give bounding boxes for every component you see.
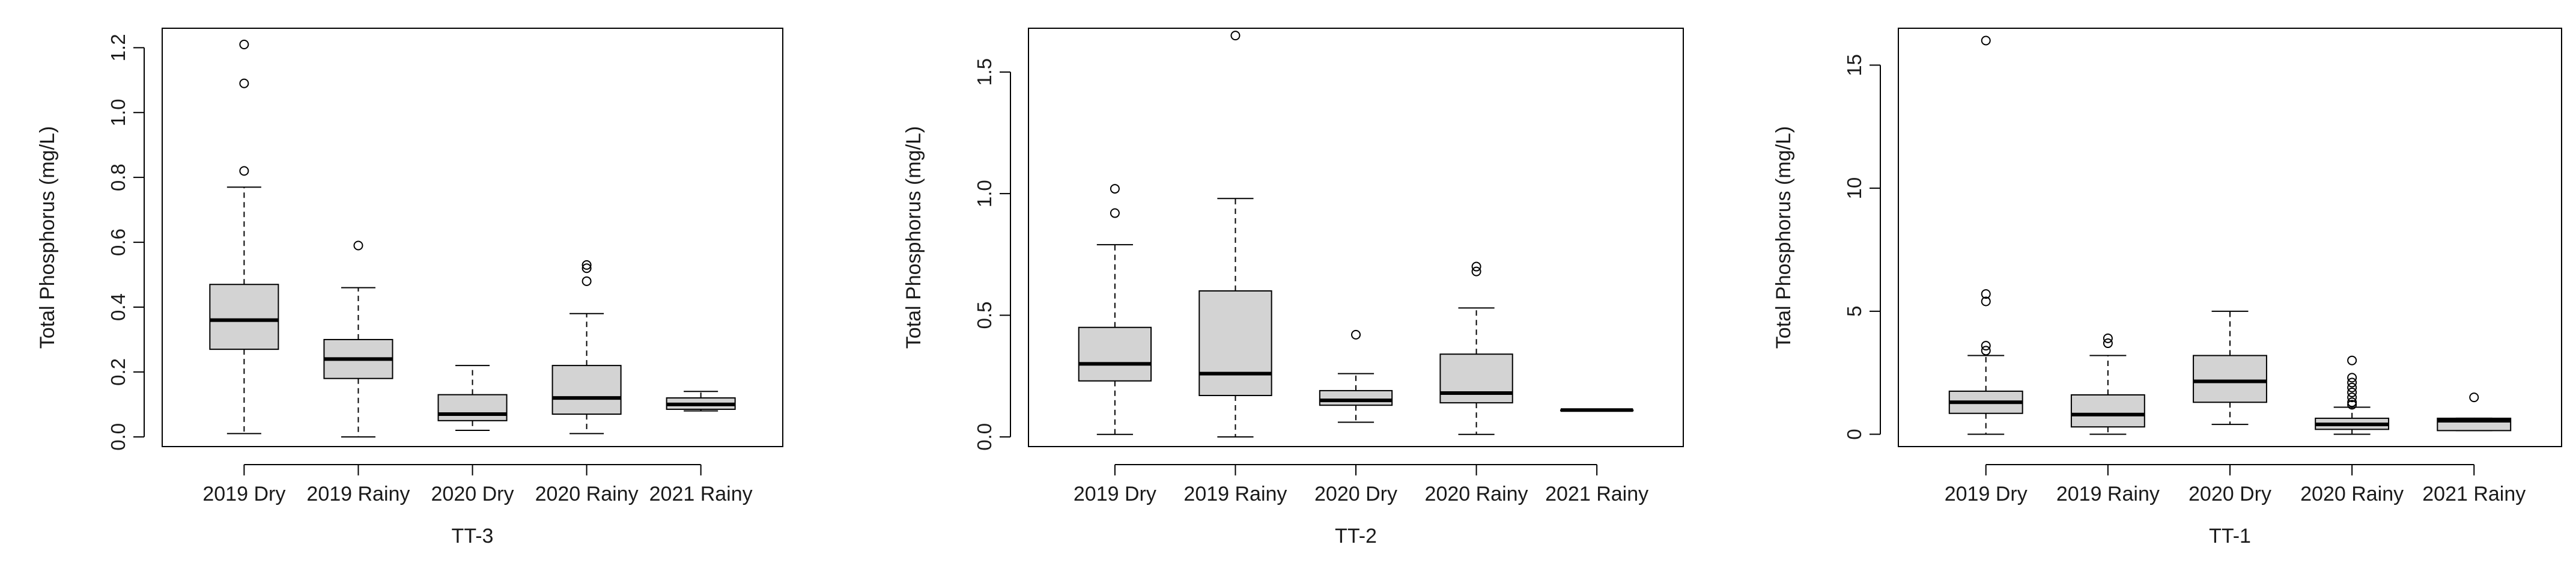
outlier-point: [353, 240, 363, 251]
x-category-label: 2019 Rainy: [2056, 483, 2160, 505]
outlier-point: [582, 260, 592, 270]
outlier-point: [2347, 397, 2357, 408]
box-2019-dry: [1078, 184, 1152, 435]
box-2021-rainy: [1560, 408, 1634, 412]
x-category-label: 2019 Dry: [1074, 483, 1156, 505]
outlier-point: [1110, 184, 1120, 194]
box-2020-rainy: [1439, 261, 1513, 435]
y-tick-label: 1.5: [973, 58, 995, 86]
iqr-box: [437, 394, 508, 421]
x-category-label: 2019 Rainy: [306, 483, 410, 505]
y-tick-label: 0.5: [973, 302, 995, 329]
y-tick-label: 1.2: [107, 34, 129, 61]
chart-panel-2: 0.0 0.5 1.0 1.5 Total Phosphorus (mg/L) 2019 …: [902, 28, 1684, 548]
outlier-point: [2347, 392, 2357, 403]
chart-panel-1: 0.0 0.2 0.4 0.6 0.8 1.0 1.2 Total Phosphorus (m…: [36, 28, 783, 548]
y-tick-label: 10: [1843, 177, 1865, 200]
y-tick-label: 1.0: [973, 180, 995, 207]
outlier-point: [2347, 382, 2357, 392]
y-axis-title: Total Phosphorus (mg/L): [1772, 126, 1795, 349]
outlier-point: [1471, 261, 1481, 272]
y-axis-title: Total Phosphorus (mg/L): [36, 126, 59, 349]
outlier-point: [2347, 373, 2357, 383]
iqr-box: [2193, 355, 2267, 403]
y-tick-label: 0.0: [107, 423, 129, 451]
outlier-point: [582, 276, 592, 286]
outlier-point: [1981, 289, 1991, 299]
iqr-box: [209, 284, 279, 350]
outlier-point: [1230, 31, 1241, 41]
box-2019-rainy: [323, 240, 393, 438]
outlier-point: [1981, 35, 1991, 46]
outlier-point: [1981, 296, 1991, 307]
outlier-point: [1351, 329, 1361, 340]
x-category-label: 2020 Rainy: [2300, 483, 2404, 505]
y-tick-label: 1.0: [107, 99, 129, 126]
y-tick-label: 0.2: [107, 358, 129, 386]
box-2019-dry: [1948, 35, 2023, 435]
iqr-box: [1198, 290, 1272, 397]
box-2021-rainy: [666, 391, 736, 412]
iqr-box: [1439, 353, 1513, 404]
plot-frame: [162, 28, 783, 447]
box-2021-rainy: [2437, 392, 2512, 432]
iqr-box: [1319, 389, 1393, 406]
chart-panel-3: 0 5 10 15 Total Phosphorus (mg/L) 2019 Dry 201…: [1772, 28, 2562, 548]
outlier-point: [2103, 338, 2113, 349]
iqr-box: [1078, 326, 1152, 382]
outlier-point: [1471, 266, 1481, 276]
box-2019-dry: [209, 39, 279, 435]
x-category-label: 2020 Rainy: [1425, 483, 1528, 505]
box-2019-rainy: [2070, 333, 2145, 435]
x-category-label: 2021 Rainy: [1545, 483, 1648, 505]
x-category-label: 2021 Rainy: [2422, 483, 2526, 505]
outlier-point: [2347, 400, 2357, 410]
box-2020-dry: [1319, 329, 1393, 423]
panel-title: TT-2: [1335, 525, 1377, 548]
outlier-point: [2103, 333, 2113, 343]
outlier-point: [2347, 387, 2357, 397]
plot-frame: [1028, 28, 1684, 447]
x-category-label: 2019 Rainy: [1183, 483, 1287, 505]
x-category-label: 2020 Dry: [431, 483, 514, 505]
outlier-point: [1110, 208, 1120, 218]
iqr-box: [2070, 394, 2145, 428]
box-2020-rainy: [2315, 355, 2390, 435]
x-category-label: 2020 Rainy: [535, 483, 639, 505]
x-category-label: 2020 Dry: [1314, 483, 1397, 505]
box-2020-dry: [437, 365, 508, 432]
plot-frame: [1898, 28, 2562, 447]
y-axis-title: Total Phosphorus (mg/L): [902, 126, 925, 349]
panel-title: TT-3: [452, 525, 494, 548]
outlier-point: [2469, 392, 2479, 403]
outlier-point: [2347, 355, 2357, 365]
box-2020-rainy: [551, 260, 622, 435]
box-2020-dry: [2193, 310, 2267, 426]
y-tick-label: 0.0: [973, 423, 995, 451]
y-tick-label: 0.4: [107, 293, 129, 321]
y-tick-label: 5: [1843, 306, 1865, 317]
iqr-box: [551, 365, 622, 415]
x-category-label: 2020 Dry: [2189, 483, 2271, 505]
outlier-point: [239, 39, 249, 49]
x-category-label: 2019 Dry: [202, 483, 285, 505]
outlier-point: [239, 78, 249, 88]
outlier-point: [1981, 341, 1991, 351]
box-2019-rainy: [1198, 31, 1272, 438]
outlier-point: [1981, 346, 1991, 356]
outlier-point: [239, 166, 249, 176]
outlier-point: [582, 263, 592, 273]
y-tick-label: 15: [1843, 54, 1865, 76]
outlier-point: [2347, 377, 2357, 388]
y-tick-label: 0.8: [107, 163, 129, 191]
x-category-label: 2021 Rainy: [649, 483, 753, 505]
x-category-label: 2019 Dry: [1945, 483, 2028, 505]
y-tick-label: 0.6: [107, 228, 129, 256]
panel-title: TT-1: [2209, 525, 2251, 548]
y-tick-label: 0: [1843, 429, 1865, 439]
